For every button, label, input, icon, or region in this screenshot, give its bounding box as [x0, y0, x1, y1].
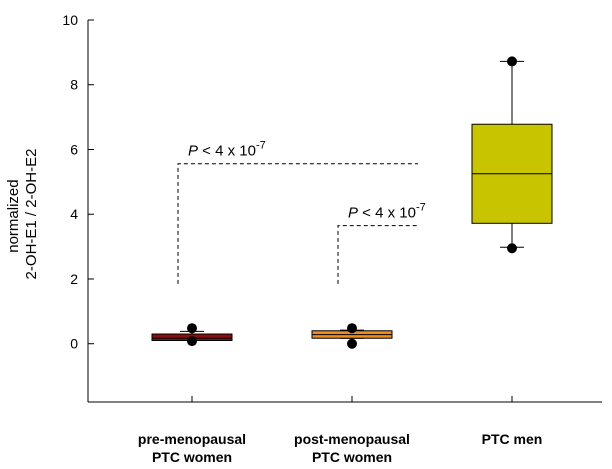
outlier-point: [347, 323, 357, 334]
y-tick-label: 0: [70, 336, 78, 352]
outlier-point: [507, 56, 517, 67]
p-value-exponent: -7: [256, 140, 266, 152]
x-axis: pre-menopausal PTC women post-menopausal PT…: [138, 396, 542, 465]
box-1: [151, 323, 233, 347]
x-category-label: pre-menopausal PTC women: [138, 431, 246, 465]
x-category-label: post-menopausal PTC women: [294, 431, 410, 465]
y-axis-title-line-2: 2-OH-E1 / 2-OH-E2: [23, 149, 40, 280]
y-tick-label: 8: [70, 77, 78, 93]
p-value-exponent: -7: [416, 202, 426, 214]
y-axis: 0 2 4 6 8 10: [62, 12, 94, 352]
outlier-point: [347, 338, 357, 349]
boxes: [151, 56, 553, 349]
y-tick-label: 10: [62, 12, 78, 28]
plot-frame: [87, 20, 602, 403]
p-value-text: < 4 x 10: [198, 143, 256, 160]
y-tick-label: 6: [70, 141, 78, 157]
p-value-label: P < 4 x 10-7: [188, 140, 266, 160]
box-3: [471, 56, 553, 254]
x-category-label-line: PTC women: [312, 449, 392, 465]
x-category-label-line: PTC men: [482, 431, 543, 447]
p-value-label: P < 4 x 10-7: [348, 202, 426, 222]
significance-bracket: [337, 225, 418, 284]
p-value-text: < 4 x 10: [358, 205, 416, 222]
y-tick-label: 4: [70, 206, 78, 222]
box-2: [311, 323, 393, 349]
outlier-point: [507, 243, 517, 254]
x-category-label-line: post-menopausal: [294, 431, 410, 447]
significance-bracket: [177, 163, 418, 284]
y-axis-title-line-1: normalized: [5, 179, 22, 252]
p-symbol: P: [188, 143, 198, 160]
significance-annotation-2: P < 4 x 10-7: [337, 202, 426, 284]
outlier-point: [187, 336, 197, 347]
significance-annotations: P < 4 x 10-7P < 4 x 10-7: [177, 140, 426, 284]
outlier-point: [187, 323, 197, 334]
x-category-label-line: PTC women: [152, 449, 232, 465]
x-category-label: PTC men: [482, 431, 543, 447]
p-symbol: P: [348, 205, 358, 222]
y-tick-label: 2: [70, 271, 78, 287]
significance-annotation-1: P < 4 x 10-7: [177, 140, 418, 284]
y-axis-title: normalized 2-OH-E1 / 2-OH-E2: [5, 149, 40, 280]
x-category-label-line: pre-menopausal: [138, 431, 246, 447]
